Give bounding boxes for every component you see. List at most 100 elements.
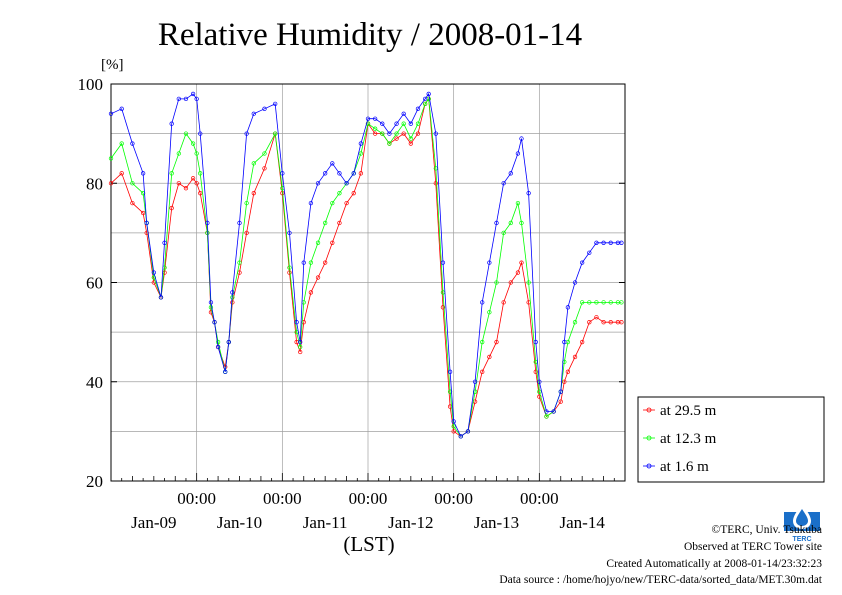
data-point — [501, 300, 506, 305]
data-point — [515, 200, 521, 206]
data-point — [244, 131, 249, 136]
data-point — [140, 171, 146, 176]
data-point — [351, 191, 356, 196]
data-point — [544, 409, 549, 414]
data-point — [280, 171, 285, 176]
data-point — [580, 300, 585, 305]
series-1 — [108, 96, 624, 439]
data-point — [562, 379, 567, 384]
data-point — [365, 116, 371, 121]
data-point — [230, 290, 235, 295]
data-series — [108, 91, 624, 439]
legend-marker — [646, 407, 652, 413]
data-point — [358, 141, 364, 146]
data-point — [533, 339, 538, 345]
data-point — [408, 141, 413, 146]
data-point — [619, 300, 624, 305]
data-point — [144, 220, 149, 226]
data-point — [119, 141, 124, 146]
source-text: Data source : /home/hojyo/new/TERC-data/… — [499, 574, 822, 586]
data-point — [572, 280, 578, 285]
data-point — [190, 176, 196, 181]
data-point — [298, 344, 303, 350]
data-point — [315, 181, 321, 186]
data-point — [580, 339, 585, 345]
data-point — [315, 275, 321, 280]
data-point — [494, 339, 499, 345]
data-point — [558, 399, 563, 404]
data-point — [294, 320, 299, 325]
legend-label: at 29.5 m — [660, 403, 717, 419]
data-point — [551, 409, 556, 414]
data-point — [344, 200, 349, 206]
data-point — [244, 200, 249, 206]
data-point — [508, 280, 513, 285]
data-point — [108, 156, 114, 161]
data-point — [130, 200, 135, 206]
data-point — [162, 240, 167, 245]
data-point — [447, 369, 453, 374]
data-point — [501, 181, 506, 186]
data-point — [130, 181, 135, 186]
series-line — [110, 97, 622, 437]
data-point — [244, 230, 249, 236]
data-point — [237, 220, 242, 226]
data-point — [194, 96, 199, 102]
legend-marker — [646, 435, 652, 441]
data-point — [601, 320, 606, 325]
data-point — [608, 240, 613, 245]
data-point — [401, 121, 406, 126]
data-point — [451, 429, 456, 434]
data-point — [251, 161, 256, 166]
data-point — [205, 220, 210, 226]
data-point — [330, 200, 335, 206]
series-0 — [108, 96, 624, 439]
data-point — [315, 240, 321, 245]
y-tick-label: 40 — [86, 373, 103, 392]
x-tick-label-time: 00:00 — [263, 489, 302, 508]
data-point — [558, 389, 563, 394]
data-point — [515, 270, 521, 275]
data-point — [308, 200, 314, 206]
data-point — [415, 106, 421, 111]
data-point — [440, 260, 446, 265]
data-point — [608, 320, 613, 325]
data-point — [458, 434, 463, 439]
site-text: Observed at TERC Tower site — [684, 541, 822, 553]
data-point — [308, 260, 314, 265]
data-point — [301, 260, 306, 265]
data-point — [401, 131, 406, 136]
data-point — [537, 389, 542, 394]
data-point — [108, 181, 114, 186]
x-tick-label-date: Jan-12 — [388, 513, 433, 532]
data-point — [287, 230, 292, 236]
data-point — [323, 171, 328, 176]
data-point — [169, 205, 174, 211]
series-line — [110, 97, 622, 437]
data-point — [422, 96, 428, 102]
data-point — [508, 220, 513, 226]
data-point — [212, 320, 217, 325]
data-point — [451, 424, 456, 429]
created-text: Created Automatically at 2008-01-14/23:3… — [606, 558, 822, 570]
data-point — [501, 230, 506, 236]
x-tick-label-date: Jan-09 — [131, 513, 176, 532]
data-point — [494, 220, 499, 226]
data-point — [537, 379, 542, 384]
data-point — [251, 111, 256, 116]
data-point — [587, 320, 592, 325]
y-tick-label: 60 — [86, 274, 103, 293]
data-point — [433, 181, 438, 186]
data-point — [226, 339, 231, 345]
data-point — [323, 260, 328, 265]
data-point — [372, 126, 378, 131]
data-point — [544, 414, 549, 419]
data-point — [273, 101, 278, 106]
data-point — [140, 210, 146, 216]
data-point — [194, 151, 199, 156]
x-tick-label-time: 00:00 — [434, 489, 473, 508]
data-point — [519, 136, 524, 141]
data-point — [619, 320, 624, 325]
data-point — [169, 121, 174, 126]
